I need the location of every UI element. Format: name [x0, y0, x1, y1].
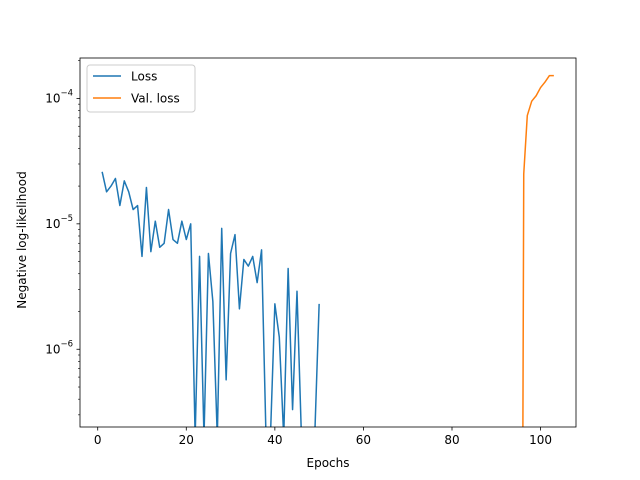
x-tick-label: 40 [267, 433, 282, 447]
axes-frame [79, 57, 577, 428]
series-line-loss [101, 171, 320, 427]
y-tick-label: 10−5 [45, 214, 73, 231]
x-tick-label: 100 [529, 433, 552, 447]
x-axis-label: Epochs [307, 456, 350, 470]
x-tick-label: 0 [94, 433, 102, 447]
x-tick-label: 80 [444, 433, 459, 447]
series-line-val-loss [522, 74, 554, 427]
legend: Loss Val. loss [86, 64, 196, 113]
x-tick-label: 20 [179, 433, 194, 447]
legend-label-loss: Loss [131, 70, 157, 84]
y-tick-label: 10−4 [45, 88, 73, 105]
x-tick-label: 60 [356, 433, 371, 447]
y-axis-label: Negative log-likelihood [15, 171, 29, 308]
legend-label-val-loss: Val. loss [131, 92, 180, 106]
axes-layer: 0 20 40 60 80 100 10−6 10−5 10−4 [45, 57, 577, 447]
series-layer [101, 74, 554, 427]
y-tick-label: 10−6 [45, 339, 73, 356]
